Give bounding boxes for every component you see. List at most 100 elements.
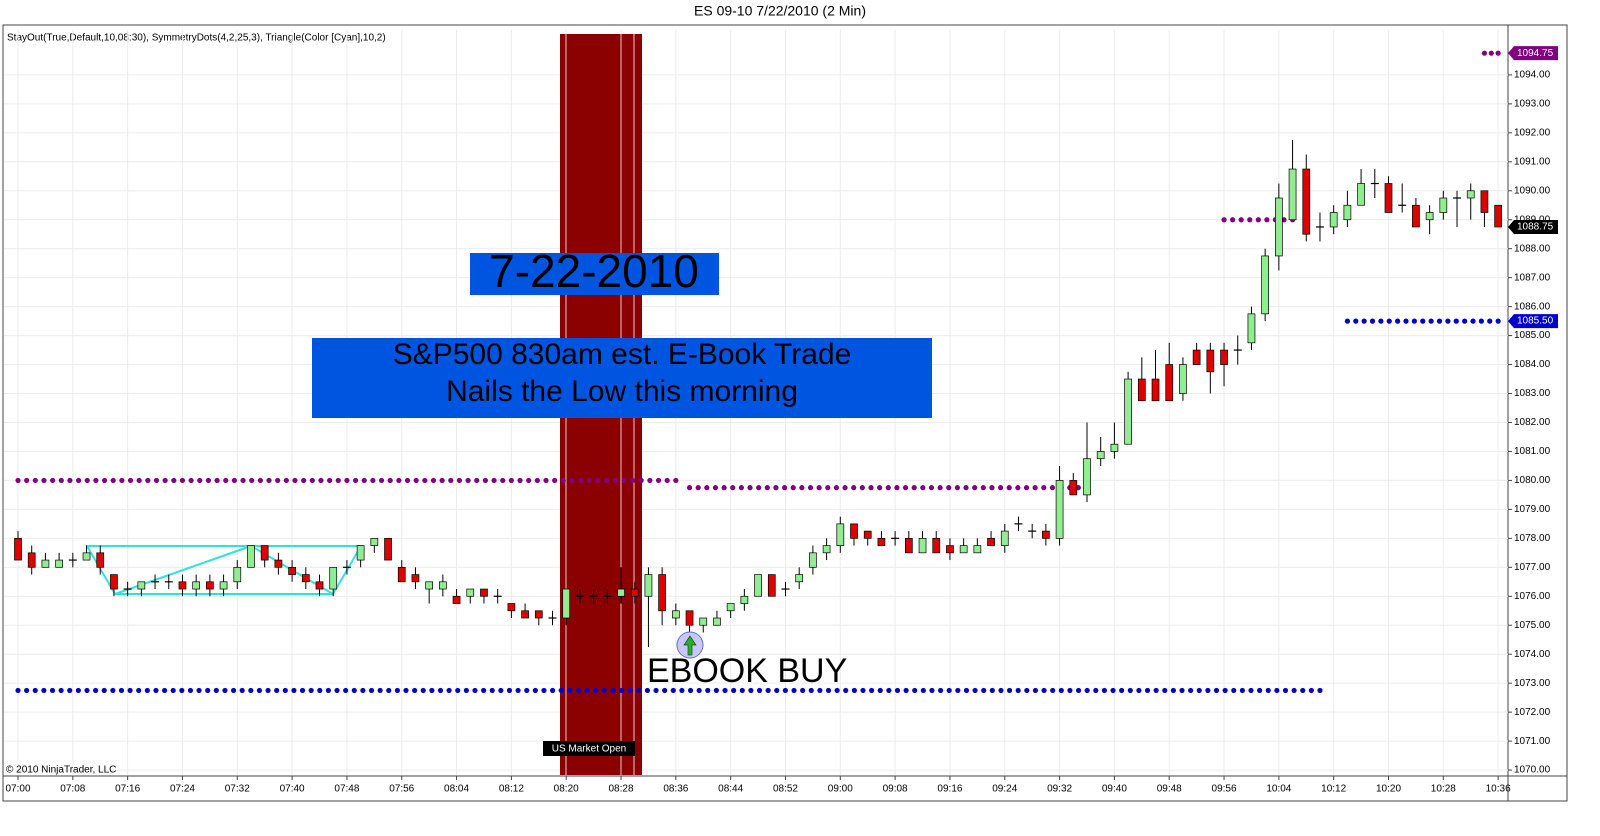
level-dot [1353,318,1359,324]
level-dot [662,687,668,694]
level-dot [230,687,237,694]
level-dot [877,687,883,694]
x-tick-label: 07:56 [389,784,414,795]
level-dot [902,485,909,491]
candle-body [987,537,995,546]
level-dot [491,477,497,484]
level-dot [327,477,333,484]
candle-body [315,581,324,590]
y-tick-label: 1093.00 [1514,99,1551,110]
level-dot [800,687,806,694]
copyright: © 2010 NinjaTrader, LLC [6,765,116,776]
level-dot [911,485,917,491]
level-dot [817,687,823,694]
level-dot [1023,485,1030,491]
price-marker-box [1508,219,1558,234]
level-dot [1024,687,1030,694]
x-tick-label: 09:08 [883,784,908,795]
level-dot [517,477,523,484]
level-dot [920,485,926,491]
level-dot [532,687,538,694]
y-tick-label: 1079.00 [1514,504,1551,515]
candle-body [370,537,379,546]
level-dot [32,477,38,484]
level-dot [101,477,108,484]
dot-level [15,687,1323,694]
level-dot [644,687,651,694]
level-dot [161,687,168,694]
level-dot [764,485,770,491]
level-dot [1119,687,1125,694]
x-tick-label: 08:04 [444,784,469,795]
y-tick-label: 1087.00 [1514,272,1551,283]
x-tick-label: 07:32 [225,784,250,795]
level-dot [807,485,814,491]
candle-body [1343,204,1352,221]
level-dot [170,687,176,694]
candle-body [863,530,872,539]
level-dot [456,477,463,484]
level-dot [1495,318,1501,324]
level-dot [781,485,788,491]
level-dot [713,687,720,694]
level-dot [282,687,288,694]
level-dot [249,477,255,484]
candle-body [1206,349,1215,373]
level-dot [638,477,644,484]
x-tick-label: 10:12 [1321,784,1346,795]
level-dot [808,687,814,694]
candle-body [82,552,91,561]
candle-body [439,581,447,590]
y-tick-label: 1081.00 [1514,446,1551,457]
level-dot [223,477,229,484]
level-dot [84,477,90,484]
level-dot [127,477,134,484]
level-dot [937,485,943,491]
y-tick-label: 1080.00 [1514,475,1551,486]
level-dot [179,687,185,694]
level-dot [954,485,960,491]
level-dot [739,687,745,694]
level-dot [506,687,513,694]
level-dot [222,687,228,694]
level-dot [1453,318,1459,324]
level-dot [963,687,970,694]
level-dot [595,477,601,484]
level-dot [946,687,952,694]
level-dot [370,477,376,484]
candle-body [452,595,461,604]
level-dot [928,485,935,491]
level-dot [482,477,489,484]
level-dot [1041,687,1047,694]
level-dot [1015,485,1021,491]
level-dot [972,485,978,491]
price-marker-box [1508,46,1558,61]
y-tick-label: 1091.00 [1514,156,1551,167]
candle-body [1165,364,1174,402]
level-dot [929,687,935,694]
level-dot [567,687,573,694]
level-dot [429,687,435,694]
level-dot [1144,687,1151,694]
level-dot [179,477,186,484]
level-dot [1282,687,1289,694]
level-dot [673,477,679,484]
x-tick-label: 10:28 [1431,784,1456,795]
x-tick-label: 10:36 [1486,784,1511,795]
y-tick-label: 1090.00 [1514,185,1551,196]
level-dot [67,687,73,694]
level-dot [396,477,402,484]
x-tick-label: 08:36 [663,784,688,795]
buy-arrow [683,635,697,656]
x-tick-label: 07:16 [115,784,140,795]
level-dot [283,477,289,484]
x-tick-label: 08:12 [499,784,524,795]
level-dot [377,687,383,694]
level-dot [1239,687,1245,694]
candle-body [1110,443,1119,452]
level-dot [997,485,1004,491]
x-tick-label: 07:08 [60,784,85,795]
y-tick-label: 1086.00 [1514,301,1551,312]
level-dot [1255,217,1261,223]
